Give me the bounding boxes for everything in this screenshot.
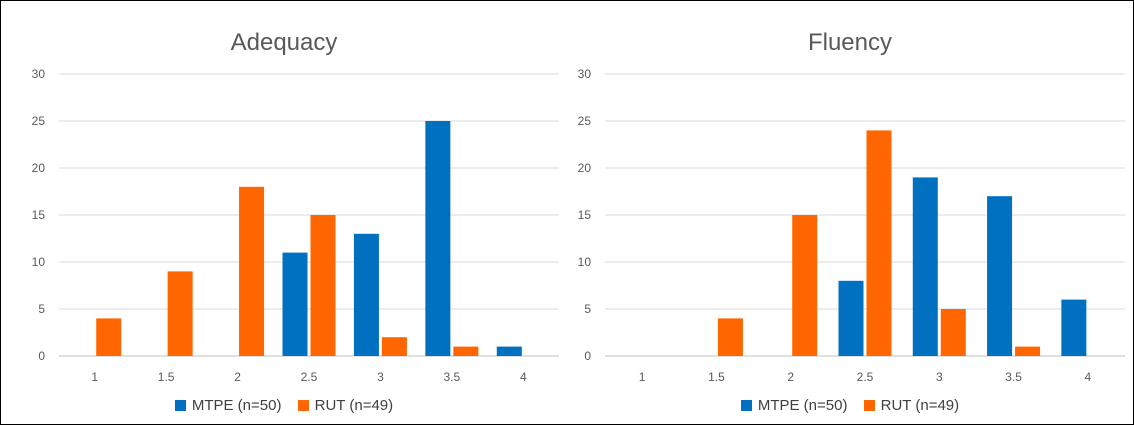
y-tick-label: 15 [578,208,592,222]
adequacy-chart-panel: Adequacy 0 5 10 15 20 25 30 1 1.5 2 2.5 3 3.5 4 MTPE … [1,1,567,424]
y-tick-label: 5 [38,302,45,316]
bar-mtpe [282,252,308,356]
x-tick-label: 1.5 [708,370,725,384]
bar-rut [940,309,966,356]
y-tick-label: 10 [32,255,46,269]
legend-label-mtpe: MTPE (n=50) [191,397,282,414]
x-tick-label: 3 [377,370,384,384]
adequacy-chart: 0 5 10 15 20 25 30 1 1.5 2 2.5 3 3.5 4 [32,67,559,384]
x-tick-label: 2.5 [857,370,874,384]
bar-mtpe [1061,299,1087,356]
fluency-chart-panel: Fluency 0 5 10 15 20 25 30 1 1.5 2 2.5 3 3.5 4 MTPE (… [567,1,1133,424]
bar-rut [792,215,818,356]
chart-title: Fluency [807,29,893,56]
x-tick-label: 4 [1085,370,1092,384]
chart-title: Adequacy [230,29,338,56]
y-tick-label: 20 [32,161,46,175]
y-tick-label: 0 [584,349,591,363]
x-tick-label: 1 [91,370,98,384]
bar-mtpe [496,346,522,356]
y-tick-label: 0 [38,349,45,363]
legend-item-rut: RUT (n=49) [863,397,960,414]
chart-legend: MTPE (n=50) RUT (n=49) [567,397,1133,414]
x-tick-label: 2 [234,370,241,384]
bar-rut [381,337,407,356]
legend-swatch-mtpe [740,400,752,411]
legend-item-rut: RUT (n=49) [297,397,394,414]
bar-mtpe [838,280,864,356]
x-tick-label: 1.5 [158,370,175,384]
chart-legend: MTPE (n=50) RUT (n=49) [1,397,567,414]
bar-rut [717,318,743,356]
bar-rut [96,318,122,356]
bar-rut [310,215,336,356]
legend-item-mtpe: MTPE (n=50) [740,397,848,414]
bar-mtpe [912,177,938,356]
bar-rut [1015,346,1041,356]
y-tick-label: 5 [584,302,591,316]
y-tick-label: 30 [32,67,46,81]
x-tick-label: 1 [639,370,646,384]
legend-label-mtpe: MTPE (n=50) [757,397,848,414]
bar-rut [866,130,892,356]
x-tick-label: 3 [936,370,943,384]
y-tick-label: 25 [578,114,592,128]
legend-swatch-rut [863,400,875,411]
bar-rut [167,271,193,356]
legend-label-rut: RUT (n=49) [314,397,394,414]
legend-swatch-mtpe [174,400,186,411]
legend-label-rut: RUT (n=49) [880,397,960,414]
legend-item-mtpe: MTPE (n=50) [174,397,282,414]
y-tick-label: 15 [32,208,46,222]
bar-rut [453,346,479,356]
x-tick-label: 4 [520,370,527,384]
fluency-chart: 0 5 10 15 20 25 30 1 1.5 2 2.5 3 3.5 4 [578,67,1125,384]
x-tick-label: 2.5 [301,370,318,384]
legend-swatch-rut [297,400,309,411]
x-tick-label: 3.5 [444,370,461,384]
y-tick-label: 20 [578,161,592,175]
bar-mtpe [987,196,1013,356]
x-tick-label: 2 [787,370,794,384]
bar-mtpe [425,121,451,356]
y-tick-label: 25 [32,114,46,128]
bar-mtpe [353,233,379,356]
bar-rut [239,186,265,356]
y-tick-label: 30 [578,67,592,81]
y-tick-label: 10 [578,255,592,269]
x-tick-label: 3.5 [1005,370,1022,384]
